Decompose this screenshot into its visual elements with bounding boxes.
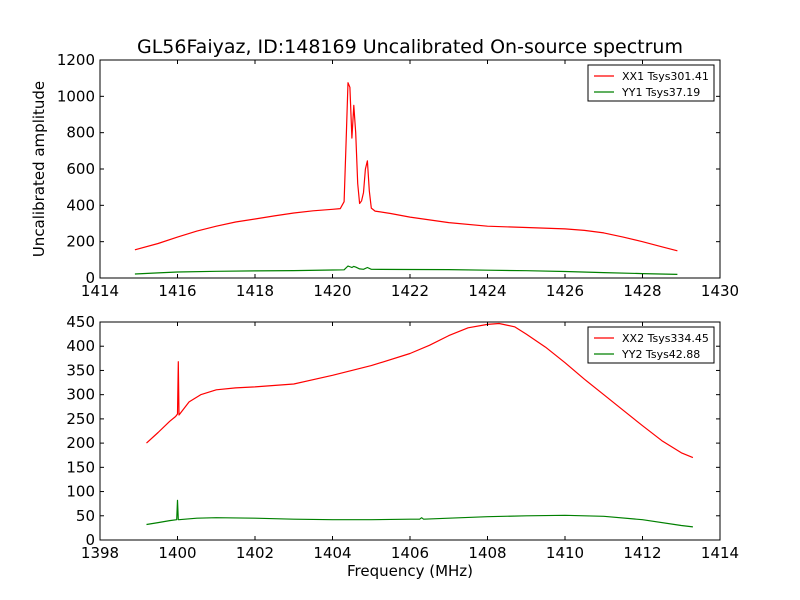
x-tick-label: 1426 xyxy=(546,282,584,300)
y-tick-label: 1200 xyxy=(57,51,95,69)
series-line xyxy=(146,322,694,459)
series-line xyxy=(134,265,678,275)
x-tick-label: 1398 xyxy=(81,544,119,562)
y-tick-label: 200 xyxy=(66,233,95,251)
x-axis-label: Frequency (MHz) xyxy=(347,562,473,580)
y-tick-label: 450 xyxy=(66,313,95,331)
x-tick-label: 1402 xyxy=(236,544,274,562)
x-tick-label: 1408 xyxy=(468,544,506,562)
y-tick-label: 200 xyxy=(66,434,95,452)
x-tick-label: 1428 xyxy=(623,282,661,300)
y-tick-label: 250 xyxy=(66,410,95,428)
y-tick-label: 400 xyxy=(66,196,95,214)
legend-box xyxy=(587,64,715,102)
y-tick-label: 400 xyxy=(66,337,95,355)
series-line xyxy=(146,499,693,528)
x-tick-label: 1420 xyxy=(313,282,351,300)
top-subplot: 1414 1416 1418 1420 1422 1424 1426 1428 1430 0 200… xyxy=(30,51,739,300)
x-tick-label: 1412 xyxy=(623,544,661,562)
legend: XX2 Tsys334.45 YY2 Tsys42.88 xyxy=(587,326,715,364)
y-axis-label: Uncalibrated amplitude xyxy=(30,81,48,257)
y-tick-label: 600 xyxy=(66,160,95,178)
x-tick-label: 1424 xyxy=(468,282,506,300)
x-tick-label: 1406 xyxy=(391,544,429,562)
x-tick-label: 1418 xyxy=(236,282,274,300)
x-tick-label: 1410 xyxy=(546,544,584,562)
y-tick-label: 50 xyxy=(76,507,95,525)
y-tick-label: 100 xyxy=(66,483,95,501)
x-tick-label: 1414 xyxy=(81,282,119,300)
y-tick-label: 800 xyxy=(66,124,95,142)
y-tick-label: 150 xyxy=(66,458,95,476)
x-tick-label: 1404 xyxy=(313,544,351,562)
legend: XX1 Tsys301.41 YY1 Tsys37.19 xyxy=(587,64,715,102)
legend-label: XX2 Tsys334.45 xyxy=(622,332,709,345)
y-tick-label: 0 xyxy=(85,531,95,549)
bottom-subplot: 1398 1400 1402 1404 1406 1408 1410 1412 1414 0 50 1… xyxy=(66,313,739,580)
x-tick-label: 1422 xyxy=(391,282,429,300)
y-tick-label: 1000 xyxy=(57,87,95,105)
series-line xyxy=(134,82,678,252)
y-tick-label: 0 xyxy=(85,269,95,287)
y-tick-label: 350 xyxy=(66,361,95,379)
x-tick-label: 1416 xyxy=(158,282,196,300)
x-tick-label: 1400 xyxy=(158,544,196,562)
legend-box xyxy=(587,326,715,364)
x-tick-label: 1430 xyxy=(701,282,739,300)
x-tick-label: 1414 xyxy=(701,544,739,562)
legend-label: XX1 Tsys301.41 xyxy=(622,70,709,83)
legend-label: YY1 Tsys37.19 xyxy=(621,86,700,99)
chart-title: GL56Faiyaz, ID:148169 Uncalibrated On-so… xyxy=(137,36,683,58)
legend-label: YY2 Tsys42.88 xyxy=(621,348,700,361)
y-tick-label: 300 xyxy=(66,386,95,404)
